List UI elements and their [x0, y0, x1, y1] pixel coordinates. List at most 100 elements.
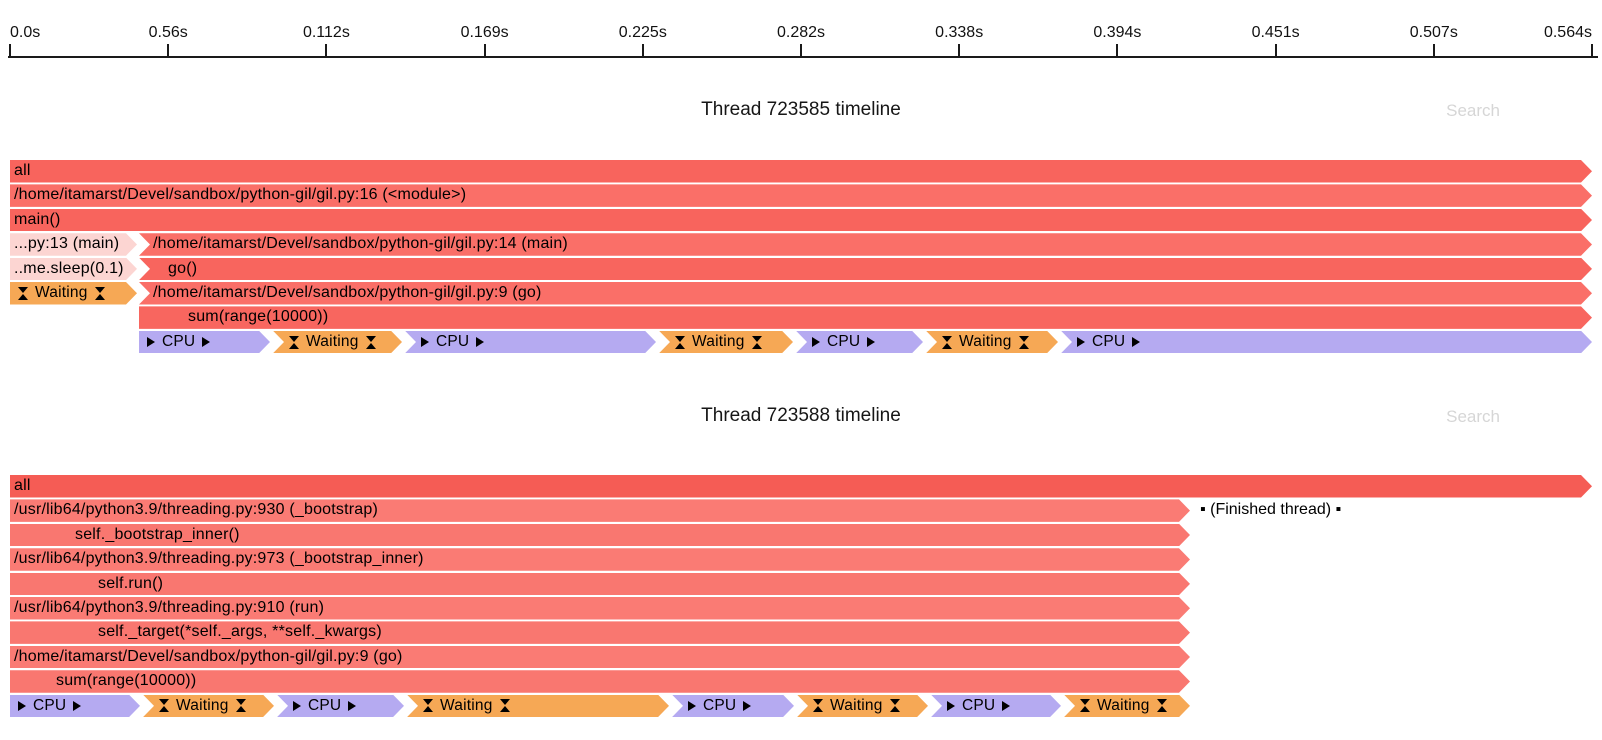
cpu-segment-bar[interactable]: CPU	[931, 695, 1061, 718]
waiting-segment-bar[interactable]: Waiting	[659, 331, 793, 354]
ruler-tick	[483, 44, 486, 56]
frame-bar[interactable]: /usr/lib64/python3.9/threading.py:910 (r…	[10, 597, 1190, 620]
frame-bar[interactable]: sum(range(10000))	[139, 306, 1592, 329]
frame-bar[interactable]: all	[10, 160, 1592, 183]
triangle-right-icon	[202, 337, 210, 347]
waiting-segment-bar[interactable]: Waiting	[273, 331, 402, 354]
hourglass-icon	[289, 336, 299, 349]
frame-bar[interactable]: go()	[139, 258, 1592, 281]
ruler-baseline	[8, 56, 1598, 58]
thread-2-search-button[interactable]: Search	[1446, 407, 1500, 426]
ruler-tick	[958, 44, 961, 56]
triangle-right-icon	[293, 701, 301, 711]
ruler-tick-label: 0.0s	[10, 24, 41, 41]
segment-label: Waiting	[692, 332, 745, 350]
ruler-tick	[1591, 44, 1593, 56]
ruler-tick-label: 0.56s	[148, 24, 188, 41]
hourglass-icon	[675, 336, 685, 349]
segment-label: Waiting	[35, 284, 88, 301]
thread-1-search-button[interactable]: Search	[1446, 101, 1500, 120]
segment-label: CPU	[703, 696, 737, 714]
finished-thread-annotation: ▪ (Finished thread) ▪	[1200, 501, 1342, 519]
ruler-tick-label: 0.507s	[1409, 24, 1458, 41]
ruler-tick	[1432, 44, 1435, 56]
hourglass-icon	[1080, 699, 1090, 712]
hourglass-icon	[423, 699, 433, 712]
waiting-segment-bar[interactable]: Waiting	[10, 282, 137, 305]
ruler-tick	[325, 44, 328, 56]
triangle-right-icon	[947, 701, 955, 711]
frame-bar[interactable]: /home/itamarst/Devel/sandbox/python-gil/…	[10, 184, 1592, 207]
segment-label: CPU	[308, 696, 342, 714]
ruler-tick	[9, 44, 11, 56]
frame-bar[interactable]: /home/itamarst/Devel/sandbox/python-gil/…	[139, 233, 1592, 256]
hourglass-icon	[1019, 336, 1029, 349]
ruler-tick	[800, 44, 802, 56]
ruler-tick-label: 0.394s	[1093, 24, 1142, 41]
frame-bar[interactable]: /home/itamarst/Devel/sandbox/python-gil/…	[139, 282, 1592, 305]
segment-label: CPU	[436, 332, 470, 350]
frame-bar[interactable]: /home/itamarst/Devel/sandbox/python-gil/…	[10, 646, 1190, 669]
frame-bar[interactable]: self.run()	[10, 573, 1190, 596]
thread-2-title: Thread 723588 timeline	[701, 405, 901, 426]
triangle-right-icon	[421, 337, 429, 347]
cpu-segment-bar[interactable]: CPU	[405, 331, 656, 354]
triangle-right-icon	[812, 337, 820, 347]
triangle-right-icon	[867, 337, 875, 347]
cpu-segment-bar[interactable]: CPU	[10, 695, 140, 718]
frame-bar[interactable]: /usr/lib64/python3.9/threading.py:930 (_…	[10, 499, 1190, 522]
triangle-right-icon	[688, 701, 696, 711]
waiting-segment-bar[interactable]: Waiting	[407, 695, 669, 718]
frame-bar[interactable]: ...py:13 (main)	[10, 233, 137, 256]
hourglass-icon	[1157, 699, 1167, 712]
cpu-segment-bar[interactable]: CPU	[1061, 331, 1592, 354]
segment-label: CPU	[33, 696, 67, 714]
hourglass-icon	[813, 699, 823, 712]
hourglass-icon	[890, 699, 900, 712]
frame-bar[interactable]: main()	[10, 209, 1592, 232]
frame-bar[interactable]: all	[10, 475, 1592, 498]
waiting-segment-bar[interactable]: Waiting	[143, 695, 274, 718]
hourglass-icon	[942, 336, 952, 349]
cpu-segment-bar[interactable]: CPU	[672, 695, 794, 718]
hourglass-icon	[18, 287, 28, 300]
ruler-tick-label: 0.564s	[1543, 24, 1592, 41]
frame-bar[interactable]: ..me.sleep(0.1)	[10, 258, 137, 281]
ruler-tick-label: 0.451s	[1251, 24, 1300, 41]
cpu-segment-bar[interactable]: CPU	[139, 331, 270, 354]
cpu-segment-bar[interactable]: CPU	[277, 695, 404, 718]
hourglass-icon	[366, 336, 376, 349]
hourglass-icon	[236, 699, 246, 712]
cpu-segment-bar[interactable]: CPU	[796, 331, 923, 354]
waiting-segment-bar[interactable]: Waiting	[797, 695, 928, 718]
hourglass-icon	[95, 287, 105, 300]
segment-label: CPU	[827, 332, 861, 350]
triangle-right-icon	[476, 337, 484, 347]
segment-label: Waiting	[176, 696, 229, 714]
ruler-tick-label: 0.169s	[460, 24, 509, 41]
frame-bar[interactable]: /usr/lib64/python3.9/threading.py:973 (_…	[10, 548, 1190, 571]
waiting-segment-bar[interactable]: Waiting	[1064, 695, 1190, 718]
frame-bar[interactable]: sum(range(10000))	[10, 670, 1190, 693]
waiting-segment-bar[interactable]: Waiting	[926, 331, 1058, 354]
segment-label: Waiting	[440, 696, 493, 714]
thread-1-title: Thread 723585 timeline	[701, 99, 901, 120]
frame-bar[interactable]: self._bootstrap_inner()	[10, 524, 1190, 547]
triangle-right-icon	[18, 701, 26, 711]
triangle-right-icon	[348, 701, 356, 711]
triangle-right-icon	[1132, 337, 1140, 347]
frame-bar[interactable]: self._target(*self._args, **self._kwargs…	[10, 621, 1190, 644]
segment-label: CPU	[962, 696, 996, 714]
triangle-right-icon	[73, 701, 81, 711]
hourglass-icon	[500, 699, 510, 712]
hourglass-icon	[752, 336, 762, 349]
hourglass-icon	[159, 699, 169, 712]
ruler-tick-label: 0.112s	[302, 24, 350, 41]
segment-label: CPU	[162, 332, 196, 350]
ruler-tick-label: 0.282s	[776, 24, 826, 41]
ruler-tick	[167, 44, 170, 56]
time-ruler: 0.0s 0.56s 0.112s 0.169s 0.225s 0.282s 0.338s 0…	[0, 0, 1602, 60]
triangle-right-icon	[743, 701, 751, 711]
segment-label: Waiting	[830, 696, 883, 714]
